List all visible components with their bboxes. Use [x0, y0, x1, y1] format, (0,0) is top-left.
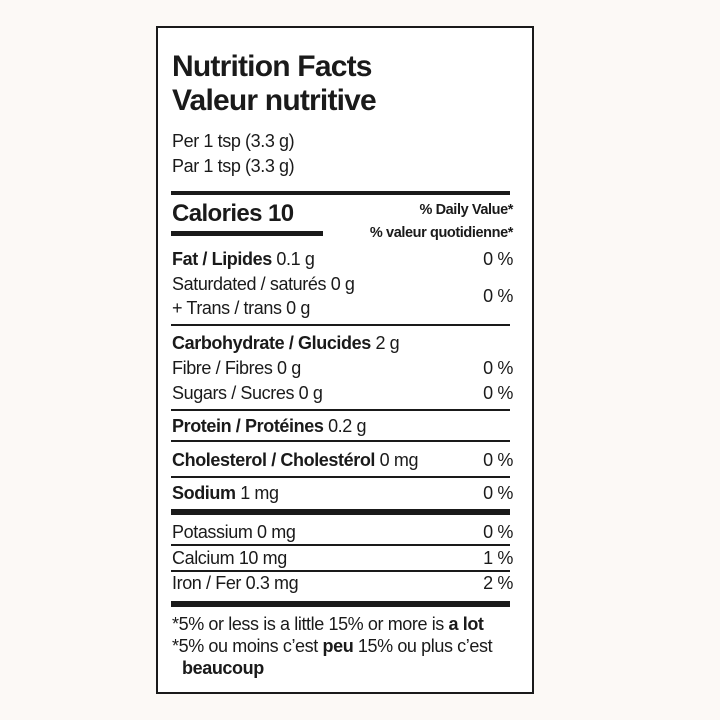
- serving-en: Per 1 tsp (3.3 g): [172, 131, 295, 151]
- divider: [171, 231, 323, 236]
- sugars-row: Sugars / Sucres 0 g: [172, 383, 323, 403]
- fibre-dv: 0 %: [483, 358, 513, 378]
- serving-fr: Par 1 tsp (3.3 g): [172, 156, 295, 176]
- footnote-en: *5% or less is a little 15% or more is a…: [172, 615, 484, 633]
- footnote-en-bold: a lot: [448, 614, 484, 634]
- sodium-amount: 1 mg: [240, 483, 279, 503]
- divider: [171, 409, 510, 411]
- carb-label: Carbohydrate / Glucides: [172, 333, 371, 353]
- sodium-dv: 0 %: [483, 483, 513, 503]
- potassium-dv: 0 %: [483, 522, 513, 542]
- divider: [171, 440, 510, 442]
- fat-amount: 0.1 g: [276, 249, 315, 269]
- divider: [171, 570, 510, 572]
- cholesterol-row: Cholesterol / Cholestérol 0 mg: [172, 451, 418, 469]
- carb-amount: 2 g: [375, 333, 400, 353]
- cholesterol-dv: 0 %: [483, 450, 513, 470]
- protein-label: Protein / Protéines: [172, 416, 324, 436]
- calories-label: Calories: [172, 200, 263, 227]
- divider: [171, 476, 510, 478]
- saturated-row: Saturdated / saturés 0 g: [172, 274, 355, 294]
- cholesterol-amount: 0 mg: [379, 450, 419, 470]
- sugars-dv: 0 %: [483, 383, 513, 403]
- footnote-fr-bold: peu: [322, 636, 354, 656]
- fat-dv: 0 %: [483, 249, 513, 269]
- divider: [171, 324, 510, 326]
- divider: [171, 509, 510, 515]
- calories: Calories 10: [172, 202, 294, 226]
- sodium-row: Sodium 1 mg: [172, 484, 279, 502]
- divider: [171, 601, 510, 607]
- cholesterol-label: Cholesterol / Cholestérol: [172, 450, 376, 470]
- iron-row: Iron / Fer 0.3 mg: [172, 573, 299, 593]
- fat-row: Fat / Lipides 0.1 g: [172, 249, 315, 269]
- daily-value-fr: % valeur quotidienne*: [369, 225, 513, 241]
- calcium-dv: 1 %: [483, 548, 513, 568]
- trans-row: + Trans / trans 0 g: [172, 298, 310, 318]
- footnote-fr: *5% ou moins c’est peu 15% ou plus c’est: [172, 636, 493, 656]
- potassium-row: Potassium 0 mg: [172, 522, 296, 542]
- carb-row: Carbohydrate / Glucides 2 g: [172, 333, 400, 353]
- iron-dv: 2 %: [483, 573, 513, 593]
- title-en: Nutrition Facts: [172, 50, 372, 83]
- calories-value: 10: [268, 200, 294, 227]
- calcium-row: Calcium 10 mg: [172, 548, 287, 568]
- divider: [171, 544, 510, 546]
- title-fr: Valeur nutritive: [172, 84, 377, 117]
- nutrition-facts-label: Nutrition Facts Valeur nutritive Per 1 t…: [156, 26, 534, 694]
- divider: [171, 191, 510, 195]
- sodium-label: Sodium: [172, 483, 236, 503]
- protein-amount: 0.2 g: [328, 416, 367, 436]
- fat-label: Fat / Lipides: [172, 249, 272, 269]
- footnote-fr-bold-end: beaucoup: [182, 658, 264, 678]
- footnote-fr-text: *5% ou moins c’est: [172, 636, 323, 656]
- footnote-en-text: *5% or less is a little 15% or more is: [172, 614, 449, 634]
- sat-trans-dv: 0 %: [483, 286, 513, 306]
- daily-value-en: % Daily Value*: [419, 202, 513, 218]
- footnote-fr-text: 15% ou plus c’est: [353, 636, 493, 656]
- fibre-row: Fibre / Fibres 0 g: [172, 358, 301, 378]
- protein-row: Protein / Protéines 0.2 g: [172, 416, 367, 436]
